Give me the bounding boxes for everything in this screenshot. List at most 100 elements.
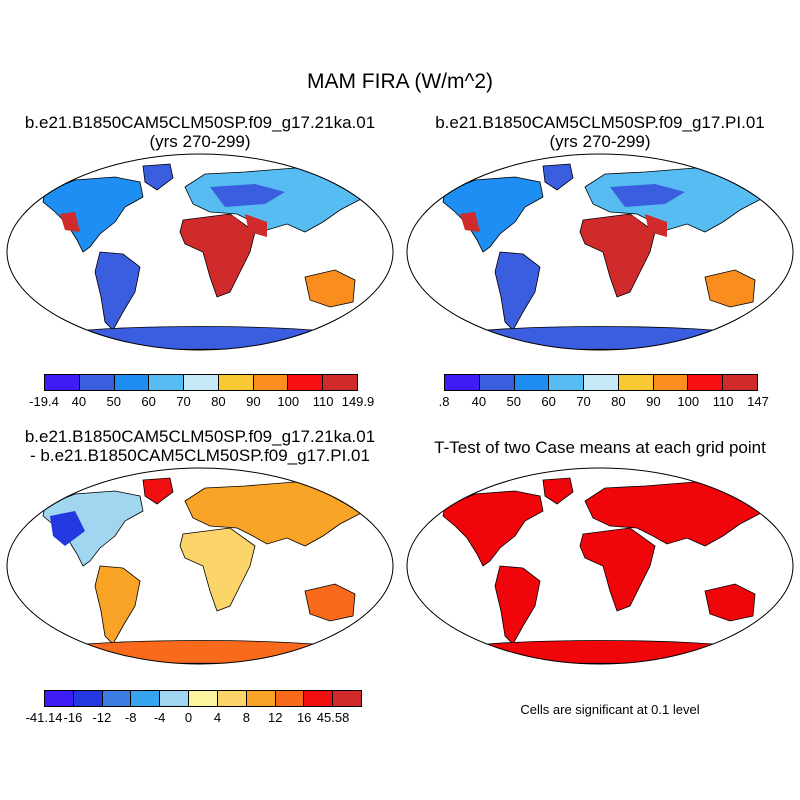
colorbar-tick-label: 80 bbox=[211, 394, 226, 409]
colorbar-box bbox=[216, 690, 247, 707]
colorbar-box bbox=[322, 374, 359, 391]
panel-4-title: T-Test of two Case means at each grid po… bbox=[400, 438, 800, 457]
map1-australia bbox=[304, 269, 356, 308]
colorbar-box bbox=[583, 374, 619, 391]
figure-title: MAM FIRA (W/m^2) bbox=[306, 70, 493, 93]
map-difference bbox=[6, 467, 394, 665]
colorbar-tick-label: 12 bbox=[268, 710, 283, 725]
panel-4-title-line1: T-Test of two Case means at each grid po… bbox=[434, 438, 766, 457]
map1-eurasia bbox=[184, 167, 368, 233]
colorbar-box bbox=[303, 690, 334, 707]
map3-greenland bbox=[142, 477, 174, 505]
sw-namerica-hotspot bbox=[60, 212, 80, 232]
map-case2 bbox=[406, 153, 794, 351]
colorbar-box bbox=[44, 690, 74, 707]
colorbar-box bbox=[72, 690, 103, 707]
colorbar-tick-label: 147 bbox=[747, 394, 769, 409]
colorbar-box bbox=[548, 374, 585, 391]
map-frame bbox=[406, 153, 794, 351]
namerica-negative-anomaly bbox=[50, 511, 85, 546]
eurasia-positive-anomaly bbox=[220, 494, 325, 521]
map4-australia bbox=[704, 583, 756, 622]
map4-greenland bbox=[542, 477, 574, 505]
colorbar-tick-label: 149.9 bbox=[341, 394, 375, 409]
panel-2-title: b.e21.B1850CAM5CLM50SP.f09_g17.PI.01 (yr… bbox=[400, 113, 800, 151]
map1-namerica bbox=[42, 176, 144, 253]
panel-3-title: b.e21.B1850CAM5CLM50SP.f09_g17.21ka.01 -… bbox=[0, 427, 400, 465]
north-eurasia-region bbox=[210, 184, 285, 207]
colorbar-box bbox=[188, 690, 218, 707]
colorbar-box bbox=[722, 374, 759, 391]
panel-1-title-line2: (yrs 270-299) bbox=[149, 132, 251, 151]
colorbar-tick-label: -8 bbox=[124, 710, 137, 725]
colorbar-tick-label: 80 bbox=[611, 394, 626, 409]
colorbar-tick-label: 4 bbox=[213, 710, 222, 725]
colorbar-box bbox=[617, 374, 654, 391]
map-frame bbox=[6, 153, 394, 351]
colorbar-tick-label: 50 bbox=[506, 394, 521, 409]
colorbar-tick-label: 60 bbox=[541, 394, 556, 409]
colorbar-case1-ticks: -19.4 40 50 60 70 80 90 100 110 149.9 bbox=[29, 394, 374, 410]
map1-antarctica bbox=[49, 326, 351, 350]
north-eurasia-region bbox=[610, 184, 685, 207]
colorbar-tick-label: -19.4 bbox=[29, 394, 59, 409]
map1-greenland bbox=[142, 163, 174, 191]
colorbar-tick-label: 40 bbox=[71, 394, 87, 409]
colorbar-tick-label: -41.14 bbox=[25, 710, 63, 725]
colorbar-box bbox=[44, 374, 80, 391]
colorbar-tick-label: 50 bbox=[106, 394, 121, 409]
map4-namerica bbox=[442, 490, 544, 567]
colorbar-box bbox=[217, 374, 254, 391]
colorbar-tick-label: 8 bbox=[242, 710, 250, 725]
map3-africa bbox=[179, 527, 256, 612]
colorbar-difference-ticks: -41.14 -16 -12 -8 -4 0 4 8 12 16 45.58 bbox=[26, 710, 362, 726]
map3-australia bbox=[304, 583, 356, 622]
colorbar-box bbox=[245, 690, 276, 707]
colorbar-case2 bbox=[444, 374, 759, 391]
map4-africa bbox=[579, 527, 656, 612]
colorbar-box bbox=[478, 374, 515, 391]
colorbar-tick-label: -16 bbox=[63, 710, 83, 725]
map4-eurasia bbox=[584, 481, 768, 547]
sahara-hotspot bbox=[187, 216, 251, 250]
colorbar-tick-label: 0 bbox=[184, 710, 193, 725]
colorbar-tick-label: 90 bbox=[246, 394, 261, 409]
colorbar-tick-label: 90 bbox=[646, 394, 661, 409]
map2-namerica bbox=[442, 176, 544, 253]
sahara-hotspot bbox=[587, 216, 651, 250]
colorbar-box bbox=[159, 690, 190, 707]
map3-samerica bbox=[94, 565, 141, 645]
panel-1-title-line1: b.e21.B1850CAM5CLM50SP.f09_g17.21ka.01 bbox=[24, 113, 376, 132]
colorbar-box bbox=[113, 374, 150, 391]
colorbar-box bbox=[148, 374, 185, 391]
significance-note: Cells are significant at 0.1 level bbox=[520, 702, 700, 717]
map2-samerica bbox=[494, 251, 541, 331]
colorbar-case2-ticks: .8 40 50 60 70 80 90 100 110 147 bbox=[439, 394, 769, 410]
arabia-hotspot bbox=[245, 214, 267, 237]
colorbar-tick-label: -12 bbox=[92, 710, 112, 725]
colorbar-tick-label: -4 bbox=[153, 710, 166, 725]
colorbar-tick-label: 110 bbox=[312, 394, 334, 409]
colorbar-tick-label: 60 bbox=[141, 394, 156, 409]
colorbar-box bbox=[513, 374, 550, 391]
colorbar-box bbox=[183, 374, 219, 391]
colorbar-box bbox=[101, 690, 132, 707]
colorbar-case1 bbox=[44, 374, 359, 391]
map-case1 bbox=[6, 153, 394, 351]
colorbar-box bbox=[78, 374, 115, 391]
colorbar-tick-label: .8 bbox=[438, 394, 450, 409]
map-frame bbox=[406, 467, 794, 665]
colorbar-tick-label: 110 bbox=[712, 394, 734, 409]
map4-antarctica bbox=[449, 640, 751, 664]
map2-eurasia bbox=[584, 167, 768, 233]
panel-3-title-line1: b.e21.B1850CAM5CLM50SP.f09_g17.21ka.01 bbox=[24, 427, 376, 446]
panel-3-title-line2: - b.e21.B1850CAM5CLM50SP.f09_g17.PI.01 bbox=[30, 446, 370, 465]
map4-samerica bbox=[494, 565, 541, 645]
map2-australia bbox=[704, 269, 756, 308]
colorbar-box bbox=[687, 374, 724, 391]
colorbar-tick-label: 40 bbox=[471, 394, 487, 409]
map2-antarctica bbox=[449, 326, 751, 350]
colorbar-tick-label: 45.58 bbox=[316, 710, 350, 725]
sw-namerica-hotspot bbox=[460, 212, 480, 232]
map2-greenland bbox=[542, 163, 574, 191]
